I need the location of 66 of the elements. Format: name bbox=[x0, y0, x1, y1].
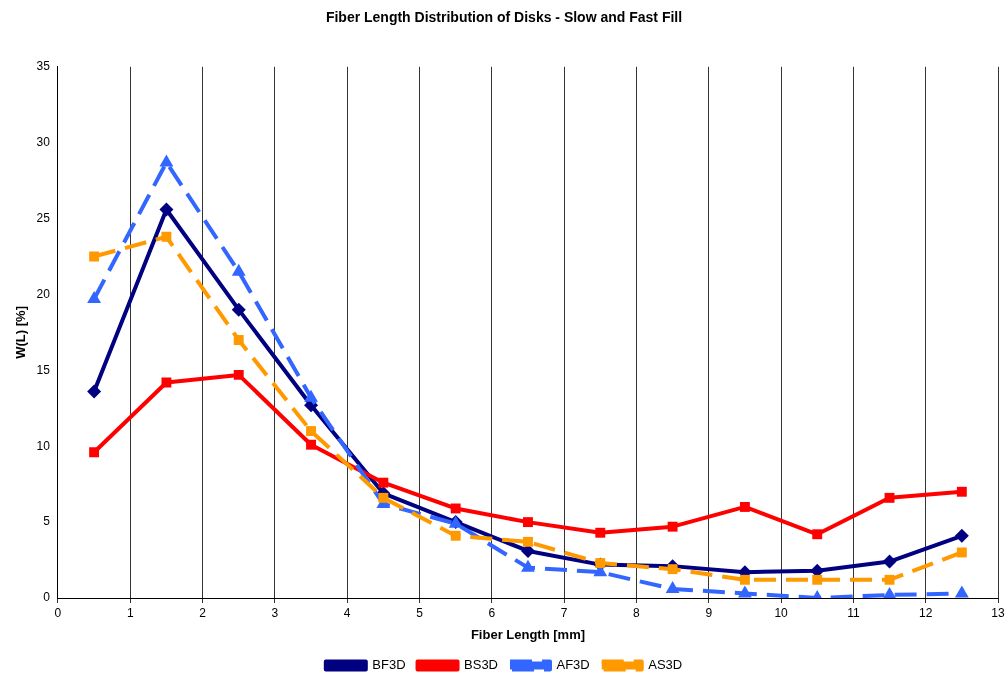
y-tick-label: 15 bbox=[36, 362, 51, 377]
x-tick-label: 6 bbox=[488, 605, 496, 620]
point bbox=[378, 477, 389, 488]
point bbox=[521, 559, 535, 572]
point bbox=[523, 517, 533, 528]
x-tick-label: 4 bbox=[343, 605, 351, 620]
point bbox=[450, 503, 461, 514]
point bbox=[89, 447, 100, 458]
point bbox=[87, 384, 102, 399]
point bbox=[739, 501, 750, 512]
y-tick-label: 0 bbox=[43, 590, 51, 605]
x-tick-label: 7 bbox=[560, 605, 568, 620]
point bbox=[954, 528, 969, 543]
x-tick-label: 10 bbox=[774, 605, 789, 620]
point bbox=[304, 389, 318, 402]
x-axis-title: Fiber Length [mm] bbox=[470, 626, 586, 642]
point bbox=[233, 369, 244, 380]
point bbox=[954, 585, 969, 598]
point bbox=[739, 574, 750, 585]
point bbox=[737, 585, 752, 598]
point bbox=[667, 521, 678, 532]
point bbox=[595, 527, 606, 538]
y-tick-label: 20 bbox=[36, 286, 51, 301]
x-tick-label: 9 bbox=[705, 605, 713, 620]
legend-label: BF3D bbox=[372, 657, 406, 673]
point bbox=[884, 574, 895, 585]
y-tick-label: 5 bbox=[43, 514, 51, 529]
point bbox=[523, 536, 533, 547]
point bbox=[812, 529, 823, 540]
legend-label: AS3D bbox=[648, 657, 683, 673]
point bbox=[231, 302, 246, 317]
point bbox=[812, 574, 823, 585]
x-tick-label: 3 bbox=[271, 605, 279, 620]
x-tick-label: 1 bbox=[126, 605, 134, 620]
x-tick-label: 8 bbox=[633, 605, 641, 620]
point bbox=[882, 554, 897, 569]
x-tick-label: 2 bbox=[199, 605, 207, 620]
x-tick-label: 11 bbox=[847, 605, 860, 620]
legend-label: AF3D bbox=[556, 657, 590, 673]
point bbox=[159, 202, 174, 217]
y-tick-label: 30 bbox=[36, 135, 51, 149]
legend-label: BS3D bbox=[464, 657, 499, 673]
x-tick-label: 0 bbox=[54, 605, 62, 620]
point bbox=[450, 530, 461, 541]
y-tick-label: 25 bbox=[36, 210, 51, 225]
point bbox=[306, 439, 316, 450]
point bbox=[89, 251, 100, 262]
point bbox=[667, 564, 678, 575]
point bbox=[161, 377, 172, 388]
y-tick-label: 35 bbox=[36, 59, 51, 74]
point bbox=[161, 231, 172, 242]
x-tick-label: 5 bbox=[416, 605, 424, 620]
y-axis-title: W(L) [%] bbox=[13, 306, 29, 359]
point bbox=[231, 263, 246, 276]
point bbox=[233, 335, 244, 345]
point bbox=[378, 492, 389, 503]
point bbox=[159, 154, 174, 167]
x-tick-label: 12 bbox=[919, 605, 933, 620]
chart-title: Fiber Length Distribution of Disks - Slow and Fast Fill bbox=[325, 9, 683, 26]
x-tick-label: 13 bbox=[991, 605, 1005, 620]
point bbox=[306, 426, 316, 436]
point bbox=[956, 547, 967, 558]
point bbox=[87, 291, 102, 304]
point bbox=[884, 492, 895, 503]
point bbox=[956, 486, 967, 497]
y-tick-label: 10 bbox=[36, 438, 51, 453]
